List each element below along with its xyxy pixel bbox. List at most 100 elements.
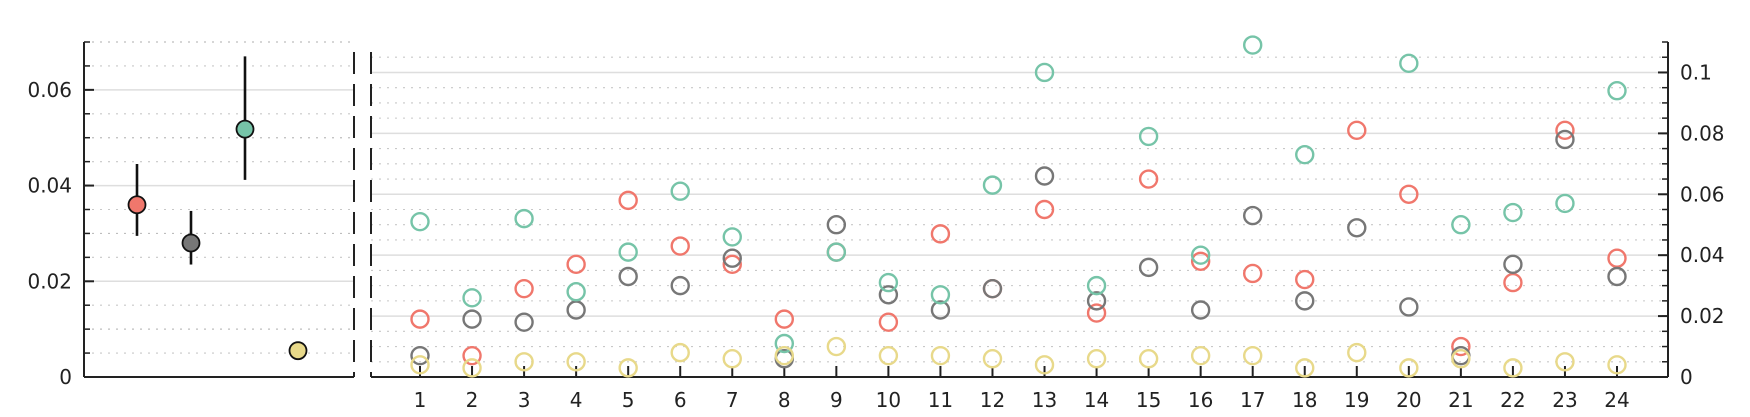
data-point: [1190, 245, 1211, 265]
data-point: [826, 215, 847, 235]
data-point: [514, 208, 534, 229]
data-point: [462, 309, 482, 329]
data-point: [566, 282, 586, 302]
x-tick-label: 17: [1240, 388, 1265, 412]
data-point: [1399, 297, 1419, 317]
data-point: [1138, 349, 1159, 369]
data-point: [1138, 257, 1159, 278]
data-point: [1295, 269, 1315, 290]
data-point: [930, 300, 951, 320]
x-tick-label: 22: [1500, 388, 1525, 412]
x-tick-label: 24: [1604, 388, 1629, 412]
x-tick-label: 12: [980, 388, 1005, 412]
x-tick-label: 6: [674, 388, 687, 412]
data-point: [930, 224, 951, 244]
data-point: [774, 333, 795, 354]
data-point: [514, 278, 534, 299]
summary-point: [235, 119, 255, 139]
x-tick-label: 2: [466, 388, 479, 412]
x-tick-label: 19: [1344, 388, 1369, 412]
data-point: [514, 352, 534, 372]
data-point: [1190, 345, 1211, 366]
data-point: [566, 300, 586, 320]
x-tick-label: 7: [726, 388, 739, 412]
right-y-tick-label: 0: [1680, 365, 1693, 389]
data-point: [1399, 358, 1419, 378]
data-point: [1451, 336, 1471, 357]
x-tick-label: 4: [570, 388, 583, 412]
left-y-tick-label: 0: [59, 365, 72, 389]
data-point: [670, 236, 690, 256]
data-point: [1034, 62, 1055, 83]
data-point: [1503, 202, 1523, 223]
right-y-tick-label: 0.02: [1680, 304, 1725, 328]
x-tick-label: 3: [518, 388, 531, 412]
data-point: [774, 309, 795, 329]
data-point: [1138, 169, 1159, 189]
data-point: [1034, 199, 1055, 220]
data-point: [410, 309, 430, 329]
x-tick-label: 14: [1084, 388, 1109, 412]
data-point: [462, 345, 482, 366]
data-point: [1347, 218, 1367, 238]
x-tick-label: 8: [778, 388, 791, 412]
data-point: [722, 227, 742, 247]
data-point: [1555, 193, 1575, 214]
data-point: [878, 272, 899, 293]
data-point: [722, 248, 742, 268]
data-point: [878, 345, 899, 366]
x-tick-label: 13: [1032, 388, 1057, 412]
data-point: [1399, 184, 1419, 204]
data-point: [1607, 355, 1627, 375]
data-point: [982, 175, 1003, 195]
data-point: [878, 285, 899, 305]
data-point: [514, 312, 534, 332]
data-point: [670, 181, 690, 201]
summary-point: [181, 233, 201, 253]
data-point: [1086, 303, 1107, 323]
data-point: [878, 312, 899, 332]
summary-point: [288, 341, 308, 361]
data-point: [1138, 126, 1159, 147]
data-point: [1503, 254, 1523, 275]
data-point: [1555, 120, 1575, 141]
data-point: [1295, 358, 1315, 378]
x-tick-label: 9: [830, 388, 843, 412]
data-point: [1451, 215, 1471, 235]
x-tick-label: 23: [1552, 388, 1577, 412]
data-point: [462, 358, 482, 378]
x-tick-label: 11: [928, 388, 953, 412]
data-point: [1190, 251, 1211, 271]
data-point: [1503, 358, 1523, 378]
data-point: [566, 352, 586, 372]
data-point: [618, 242, 638, 262]
data-point: [1190, 300, 1211, 320]
data-point: [1086, 349, 1107, 369]
data-point: [1607, 81, 1627, 101]
right-y-tick-label: 0.06: [1680, 182, 1725, 206]
data-point: [670, 342, 690, 363]
data-point: [982, 349, 1003, 369]
data-point: [826, 336, 847, 357]
x-tick-label: 21: [1448, 388, 1473, 412]
data-point: [410, 345, 430, 366]
right-panel: 00.020.040.060.080.11 2 3 4 5 6 7 8 9 10 11 12 13 14 1…: [370, 35, 1725, 412]
data-point: [930, 345, 951, 366]
right-y-tick-label: 0.08: [1680, 121, 1725, 145]
data-point: [462, 288, 482, 308]
data-point: [722, 349, 742, 369]
summary-point: [127, 195, 147, 215]
right-y-tick-label: 0.1: [1680, 60, 1712, 84]
data-point: [1607, 248, 1627, 268]
data-point: [774, 345, 795, 366]
data-point: [618, 266, 638, 287]
left-y-tick-label: 0.02: [27, 269, 72, 293]
data-point: [930, 285, 951, 305]
x-tick-label: 5: [622, 388, 635, 412]
data-point: [1242, 35, 1263, 55]
x-tick-label: 1: [414, 388, 427, 412]
data-point: [982, 278, 1003, 299]
data-point: [1242, 205, 1263, 226]
data-point: [1555, 129, 1575, 150]
